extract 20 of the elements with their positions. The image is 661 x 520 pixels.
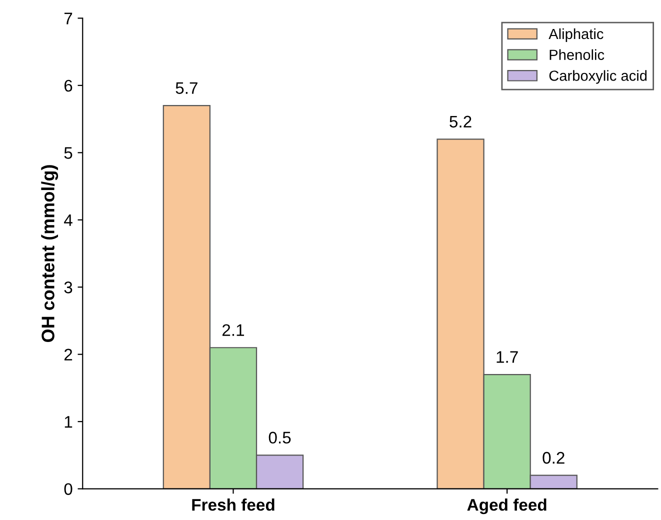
data-label: 1.7 <box>496 351 518 363</box>
legend-label: Aliphatic <box>548 28 604 42</box>
x-tick-label: Fresh feed <box>192 498 274 511</box>
y-axis-title: OH content (mmol/g) <box>41 165 58 342</box>
legend-label: Carboxylic acid <box>549 70 647 84</box>
data-label: 5.7 <box>176 82 198 94</box>
y-tick-label: 5 <box>64 147 72 159</box>
y-tick-label: 4 <box>64 214 72 226</box>
data-label: 0.2 <box>542 452 564 464</box>
data-label: 5.2 <box>450 116 472 128</box>
y-tick-label: 7 <box>64 12 72 24</box>
x-tick-label: Aged feed <box>467 498 546 514</box>
legend-label: Phenolic <box>550 49 604 60</box>
y-tick-label: 0 <box>64 483 72 496</box>
y-tick-label: 2 <box>64 348 72 360</box>
y-tick-label: 3 <box>64 282 72 294</box>
y-tick-label: 1 <box>64 416 72 428</box>
data-label: 0.5 <box>268 432 291 444</box>
data-label: 2.1 <box>222 324 244 336</box>
y-tick-label: 6 <box>64 80 72 92</box>
